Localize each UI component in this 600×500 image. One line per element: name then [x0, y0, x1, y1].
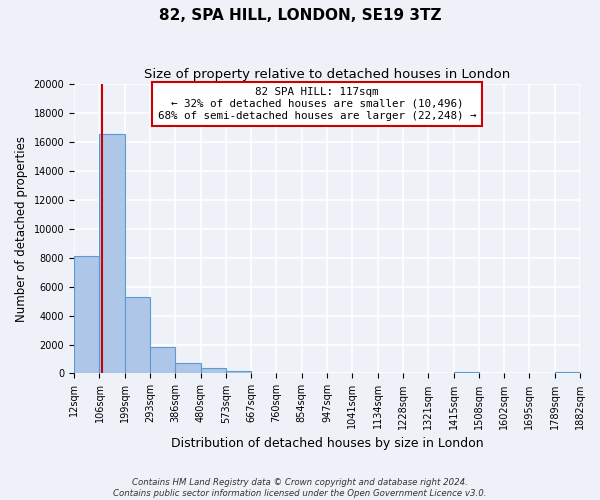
Bar	[226, 370, 251, 374]
Bar	[454, 372, 479, 374]
Bar	[175, 364, 200, 374]
X-axis label: Distribution of detached houses by size in London: Distribution of detached houses by size …	[171, 437, 484, 450]
Text: 82, SPA HILL, LONDON, SE19 3TZ: 82, SPA HILL, LONDON, SE19 3TZ	[159, 8, 441, 22]
Bar	[555, 372, 580, 374]
Bar	[150, 348, 175, 374]
Y-axis label: Number of detached properties: Number of detached properties	[15, 136, 28, 322]
Bar	[74, 256, 100, 374]
Bar	[125, 297, 150, 374]
Title: Size of property relative to detached houses in London: Size of property relative to detached ho…	[144, 68, 510, 80]
Text: Contains HM Land Registry data © Crown copyright and database right 2024.
Contai: Contains HM Land Registry data © Crown c…	[113, 478, 487, 498]
Bar	[100, 134, 125, 374]
Text: 82 SPA HILL: 117sqm
← 32% of detached houses are smaller (10,496)
68% of semi-de: 82 SPA HILL: 117sqm ← 32% of detached ho…	[158, 88, 476, 120]
Bar	[200, 368, 226, 374]
